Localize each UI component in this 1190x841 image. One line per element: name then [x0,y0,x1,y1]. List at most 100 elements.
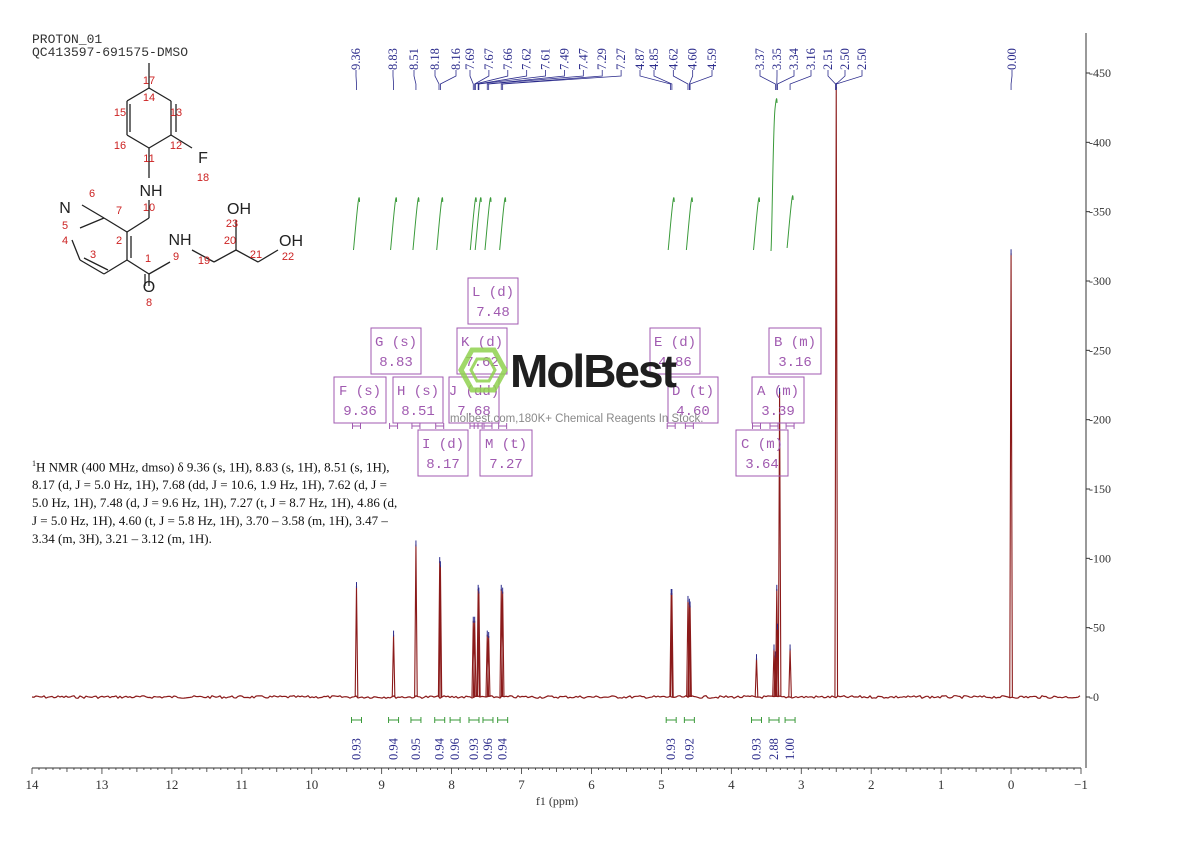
peak-label-connector [689,70,713,90]
peak-label-connector [827,70,836,90]
integral-value: 0.93 [467,738,481,760]
x-axis-label: f1 (ppm) [536,794,578,808]
bond-line [170,134,193,149]
multiplet-box-c: C (m) 3.64 [735,429,789,477]
y-tick-label: -300 [1089,274,1111,288]
peak-label-connector [488,70,584,90]
atom-label: NH [139,183,162,200]
x-tick-label: 3 [798,777,805,792]
peak-shift-label: 3.34 [787,47,801,70]
multiplet-label: E (d) [654,335,696,351]
multiplet-box-frame [479,429,533,477]
integral-value: 0.93 [664,738,678,760]
integral-curve [484,197,492,251]
integral-curve [412,197,420,251]
x-tick-label: 7 [518,777,525,792]
peak-shift-label: 0.00 [1005,48,1019,70]
atom-label: 1 [145,253,151,265]
multiplet-box-frame [417,429,469,477]
peak-shift-label: 7.29 [595,48,609,70]
x-tick-label: 2 [868,777,875,792]
multiplet-box-b: B (m) 3.16 [768,327,822,375]
peak-label-connector [477,70,528,90]
spectrum-peak [1009,253,1013,698]
x-tick-label: 13 [95,777,108,792]
nucleus-superscript: 1 [32,459,36,468]
integral-curve [667,197,675,251]
spectrum-peak [391,634,396,698]
atom-label: 18 [197,172,209,184]
bond-line [235,249,259,263]
peak-label-connector [653,70,673,90]
atom-label: 10 [143,202,155,214]
integral-value: 0.93 [750,738,764,760]
nmr-summary: 1H NMR (400 MHz, dmso) δ 9.36 (s, 1H), 8… [32,455,402,548]
integral-value: 1.00 [783,738,797,760]
atom-label: O [143,279,155,296]
multiplet-box-frame [370,327,422,375]
y-tick-label: -50 [1089,621,1105,635]
atom-label: 11 [143,153,154,165]
y-tick-label: -0 [1089,690,1099,704]
integral-value: 0.95 [409,738,423,760]
peak-shift-label: 8.83 [386,48,400,70]
peak-shift-label: 2.50 [838,48,852,70]
peak-label-connector [789,70,812,90]
bond-line [103,259,128,275]
y-tick-label: -100 [1089,551,1111,565]
atom-label: 20 [224,235,236,247]
bond-line [81,204,105,219]
atom-label: 16 [114,140,126,152]
integral-curve [436,197,444,251]
integral-value: 0.94 [496,737,510,760]
peak-shift-label: 4.60 [686,48,700,70]
atom-label: 3 [90,249,96,261]
multiplet-shift: 4.86 [658,355,692,371]
peak-shift-label: 7.27 [614,48,628,70]
multiplet-box-a: A (m) 3.39 [751,376,805,424]
integral-curve [753,197,761,251]
peak-shift-label: 7.61 [539,48,553,70]
bond-line [79,217,105,229]
bond-line [148,134,172,149]
atom-label: 7 [116,205,122,217]
integral-curve [390,197,398,251]
multiplet-shift: 3.39 [761,404,795,420]
bond-line [148,261,171,275]
atom-label: N [59,200,71,217]
integral-value: 0.94 [433,737,447,760]
multiplet-box-frame [456,327,508,375]
atom-label: 5 [62,220,68,232]
y-tick-label: -250 [1089,343,1111,357]
atom-label: 17 [143,75,155,87]
atom-label: 14 [143,92,155,104]
peak-shift-label: 8.18 [428,48,442,70]
peak-label-connector [474,70,509,90]
atom-label: 8 [146,297,152,309]
atom-label: 21 [250,249,262,261]
peak-label-connector [672,70,689,90]
spectrum-peak [354,586,359,698]
peak-label-connector [440,70,457,90]
bond-line [148,87,172,102]
integral-value: 0.94 [387,737,401,760]
peak-shift-label: 9.36 [349,48,363,70]
atom-label: 19 [198,255,210,267]
multiplet-box-frame [392,376,444,424]
peak-label-connector [474,70,490,90]
atom-label: 2 [116,235,122,247]
atom-label: F [198,150,208,167]
peak-label-connector [639,70,671,90]
peak-shift-label: 8.51 [407,48,421,70]
peak-label-connector [478,70,546,90]
peak-label-connector [469,70,474,90]
integral-curve [474,197,482,251]
peak-label-connector [777,70,795,90]
integral-curve [352,197,360,251]
peak-shift-label: 3.35 [770,48,784,70]
multiplet-box-f: F (s) 9.36 [333,376,387,424]
multiplet-box-d: D (t) 4.60 [667,376,719,424]
bond-line [79,259,105,275]
peak-shift-label: 4.85 [647,48,661,70]
